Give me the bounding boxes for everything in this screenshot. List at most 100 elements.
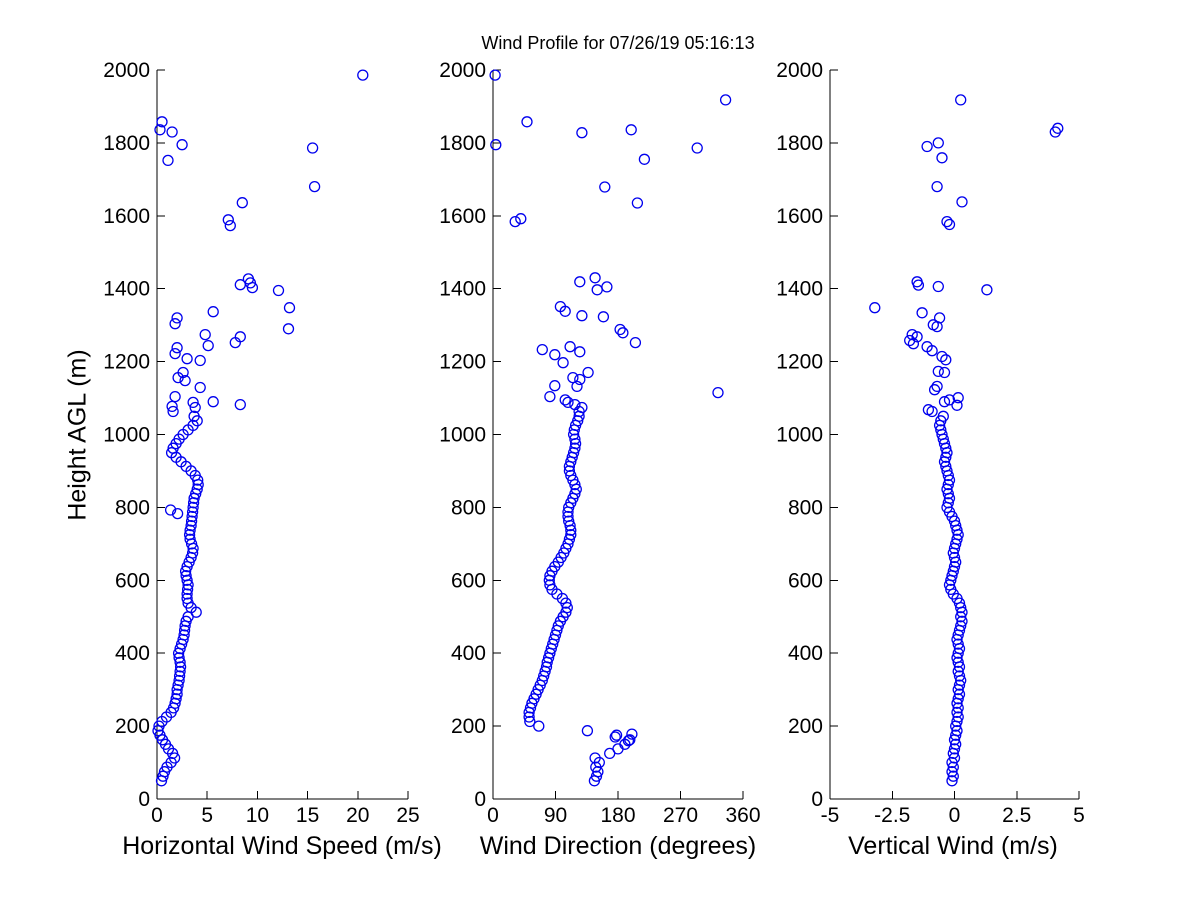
data-point-marker: [234, 398, 246, 411]
y-tick-label: 800: [788, 496, 823, 519]
data-point-marker: [622, 735, 635, 747]
y-tick-label: 2000: [439, 59, 486, 82]
data-point-marker: [942, 497, 954, 509]
data-point-marker: [536, 343, 548, 356]
x-tick-label: 10: [246, 804, 269, 827]
data-point-marker: [186, 510, 198, 523]
data-point-marker: [952, 702, 964, 714]
y-tick-label: 0: [811, 788, 823, 811]
y-tick-label: 200: [451, 715, 486, 738]
data-point-marker: [946, 775, 958, 787]
data-point-marker: [563, 465, 576, 477]
data-point-marker: [942, 478, 954, 491]
data-point-marker: [916, 307, 928, 319]
x-tick-label: 2.5: [1002, 804, 1031, 827]
data-point-marker: [936, 152, 948, 164]
y-tick-label: 1600: [776, 205, 823, 228]
data-point-marker: [947, 770, 959, 782]
data-point-marker: [911, 276, 923, 288]
data-point-marker: [601, 281, 613, 293]
data-point-marker: [154, 124, 166, 136]
x-axis-label-vertical-wind: Vertical Wind (m/s): [848, 832, 1058, 860]
data-point-marker: [576, 401, 588, 414]
data-point-marker: [638, 153, 651, 165]
data-point-marker: [952, 656, 964, 668]
data-point-marker: [952, 665, 964, 678]
data-point-marker: [524, 715, 536, 728]
x-tick-label: 90: [544, 804, 567, 827]
y-tick-label: 1400: [103, 278, 150, 301]
y-tick-label: 1400: [776, 278, 823, 301]
x-tick-label: 270: [663, 804, 698, 827]
y-tick-label: 0: [138, 788, 150, 811]
data-point-marker: [933, 312, 946, 324]
data-point-marker: [712, 386, 724, 399]
data-point-marker: [185, 515, 198, 527]
data-point-marker: [186, 547, 199, 559]
data-point-marker: [173, 670, 186, 682]
data-point-marker: [952, 647, 964, 659]
data-point-marker: [612, 743, 624, 755]
y-tick-label: 200: [115, 715, 150, 738]
data-point-marker: [173, 652, 185, 664]
data-point-marker: [940, 460, 952, 473]
data-point-marker: [943, 394, 956, 406]
data-point-marker: [173, 674, 185, 687]
data-point-marker: [569, 398, 581, 411]
x-tick-label: 0: [151, 804, 163, 827]
data-point-marker: [184, 533, 196, 545]
data-point-marker: [569, 488, 581, 500]
y-tick-label: 1000: [776, 424, 823, 447]
data-point-marker: [533, 720, 545, 732]
data-point-marker: [946, 766, 958, 778]
data-point-marker: [943, 218, 956, 231]
data-point-marker: [308, 180, 321, 193]
data-point-marker: [591, 284, 603, 296]
data-point-marker: [937, 410, 949, 422]
data-point-marker: [170, 693, 182, 705]
data-point-marker: [164, 504, 177, 516]
data-point-marker: [576, 127, 588, 139]
data-point-marker: [176, 139, 188, 151]
data-point-marker: [549, 380, 561, 392]
y-tick-label: 1800: [776, 132, 823, 155]
data-point-marker: [564, 341, 576, 353]
y-tick-label: 400: [451, 642, 486, 665]
data-point-marker: [194, 381, 206, 394]
y-tick-label: 1200: [439, 351, 486, 374]
x-axis-label-horizontal-wind-speed: Horizontal Wind Speed (m/s): [122, 832, 442, 860]
x-tick-label: 25: [396, 804, 419, 827]
y-tick-label: 1200: [776, 351, 823, 374]
data-point-marker: [185, 519, 197, 532]
data-point-marker: [169, 347, 181, 360]
data-point-marker: [560, 606, 572, 618]
data-point-marker: [945, 583, 957, 596]
data-point-marker: [169, 318, 181, 330]
y-tick-label: 1600: [439, 205, 486, 228]
data-point-marker: [180, 570, 192, 582]
data-point-marker: [574, 373, 586, 386]
data-point-marker: [952, 638, 964, 650]
data-point-marker: [956, 615, 968, 627]
data-point-marker: [166, 126, 178, 138]
y-tick-label: 800: [115, 496, 150, 519]
data-point-marker: [242, 273, 255, 285]
data-point-marker: [189, 401, 201, 414]
y-tick-label: 1600: [103, 205, 150, 228]
y-tick-label: 0: [474, 788, 486, 811]
data-point-marker: [194, 354, 206, 367]
data-point-marker: [191, 483, 203, 495]
data-point-marker: [559, 394, 571, 406]
y-tick-label: 600: [115, 569, 150, 592]
x-tick-label: 0: [949, 804, 961, 827]
x-tick-label: -5: [821, 804, 840, 827]
data-point-marker: [953, 688, 966, 700]
data-point-marker: [574, 346, 586, 358]
data-point-marker: [981, 284, 993, 296]
data-point-marker: [951, 725, 963, 737]
data-point-marker: [234, 331, 246, 343]
data-point-marker: [922, 404, 935, 416]
data-point-marker: [589, 752, 601, 764]
data-point-marker: [544, 579, 556, 591]
data-point-marker: [562, 396, 574, 409]
